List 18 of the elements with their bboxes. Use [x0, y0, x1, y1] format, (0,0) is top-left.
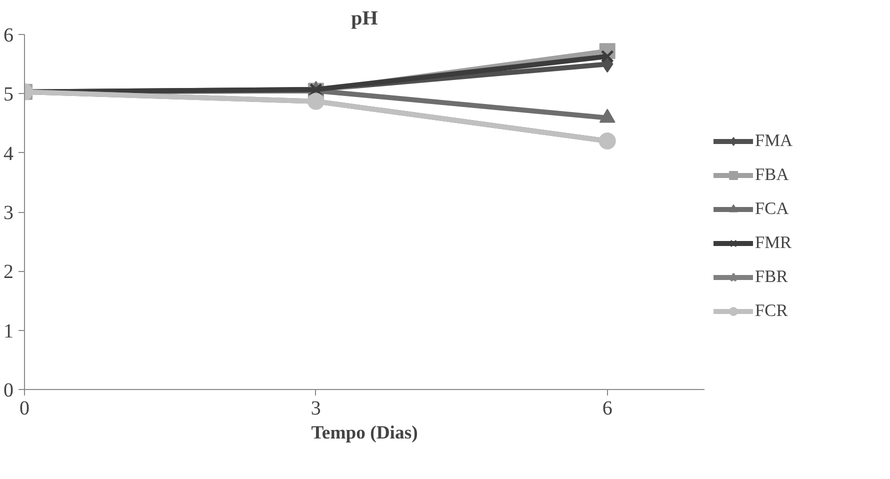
legend-label: FMA [755, 131, 793, 151]
x-tick-label: 0 [20, 398, 30, 420]
y-tick-label: 6 [4, 24, 14, 46]
x-tick-label: 3 [310, 398, 321, 420]
legend-label: FCA [755, 199, 789, 219]
y-tick-label: 4 [4, 142, 14, 165]
x-tick-label: 6 [602, 398, 612, 420]
y-tick-label: 0 [4, 380, 14, 402]
x-axis-title: Tempo (Dias) [311, 422, 418, 444]
y-tick-label: 1 [4, 320, 14, 342]
chart-title: pH [351, 8, 378, 30]
y-tick-label: 5 [4, 84, 14, 106]
legend-label: FMR [755, 233, 792, 253]
legend-label: FCR [755, 301, 788, 321]
legend-label: FBA [755, 165, 789, 185]
y-tick-label: 3 [4, 202, 14, 224]
y-tick-label: 2 [4, 261, 14, 284]
legend-label: FBR [755, 267, 788, 287]
